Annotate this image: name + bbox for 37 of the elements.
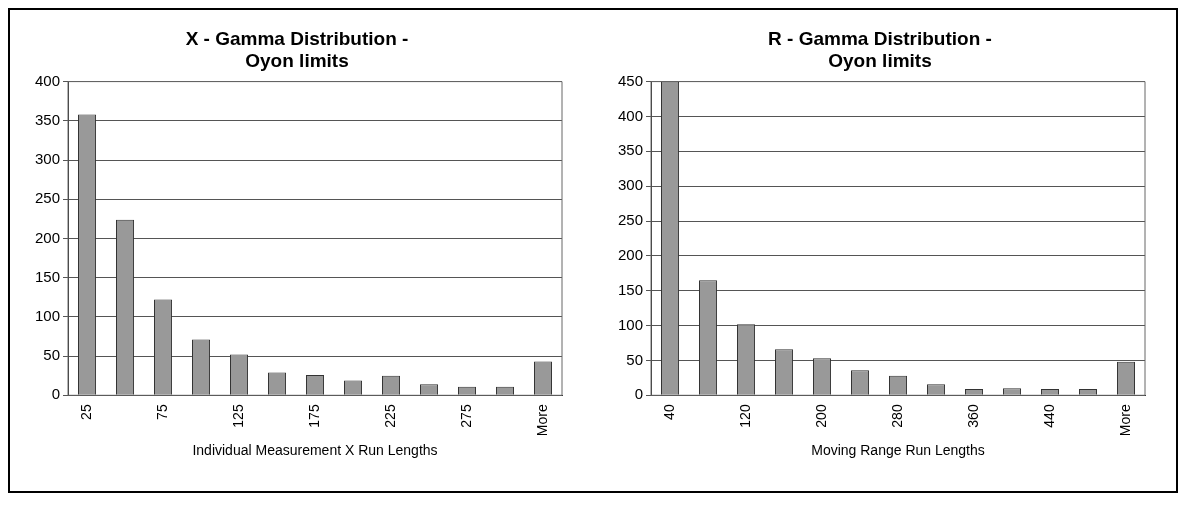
x-tick-label: 125	[229, 404, 246, 428]
x-tick-label: More	[1116, 404, 1133, 437]
x-tick-label: 200	[812, 404, 829, 428]
x-tick-label: More	[533, 404, 550, 437]
x-tick-label: 360	[964, 404, 981, 428]
x-tick-label: 440	[1040, 404, 1057, 428]
x-tick-label: 225	[381, 404, 398, 428]
x-tick-label: 75	[153, 404, 170, 420]
y-tick-label: 50	[625, 350, 643, 368]
y-tick-label: 150	[34, 267, 60, 285]
x-tick-label: 275	[457, 404, 474, 428]
y-tick-label: 300	[617, 176, 643, 194]
x-tick-label: 175	[305, 404, 322, 428]
y-tick-label: 400	[617, 106, 643, 124]
y-tick-label: 50	[42, 346, 60, 364]
y-tick-label: 250	[617, 211, 643, 229]
y-tick-label: 450	[617, 71, 643, 89]
x-tick-label: 40	[660, 404, 677, 420]
x-axis-title: Individual Measurement X Run Lengths	[191, 442, 438, 459]
y-tick-label: 100	[34, 307, 60, 325]
y-tick-label: 150	[617, 280, 643, 298]
y-tick-label: 300	[34, 150, 60, 168]
y-tick-label: 200	[617, 246, 643, 264]
y-tick-label: 400	[34, 71, 60, 89]
y-tick-label: 250	[34, 189, 60, 207]
y-tick-label: 100	[617, 315, 643, 333]
x-tick-label: 280	[888, 404, 905, 428]
y-tick-label: 200	[34, 228, 60, 246]
chart-title: X - Gamma Distribution - Oyon limits	[185, 27, 408, 72]
chart-title: R - Gamma Distribution - Oyon limits	[767, 27, 992, 72]
y-tick-label: 350	[617, 141, 643, 159]
x-axis-title: Moving Range Run Lengths	[810, 442, 985, 459]
y-tick-label: 0	[634, 385, 643, 403]
y-tick-label: 0	[51, 385, 60, 403]
x-tick-label: 120	[736, 404, 753, 428]
x-tick-label: 25	[77, 404, 94, 420]
y-tick-label: 350	[34, 110, 60, 128]
